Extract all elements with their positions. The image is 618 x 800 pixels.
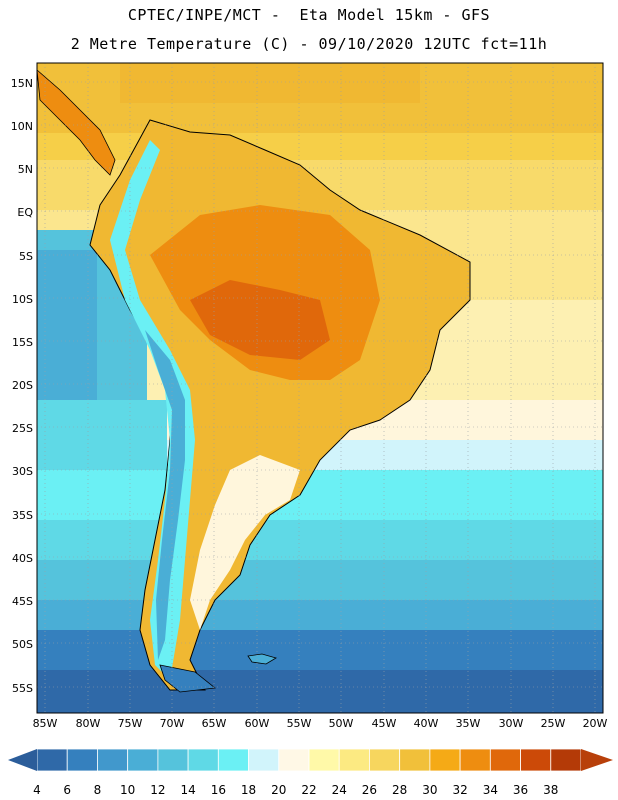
colorbar-box (187, 748, 219, 772)
colorbar-box (489, 748, 521, 772)
lat-label-15s: 15S (12, 336, 33, 349)
colorbar-tick-label: 26 (362, 783, 377, 797)
lon-label-75w: 75W (118, 717, 143, 730)
lon-label-65w: 65W (202, 717, 227, 730)
colorbar-box (36, 748, 68, 772)
colorbar-tick-label: 32 (452, 783, 467, 797)
colorbar-box (157, 748, 189, 772)
central-america-land (37, 69, 116, 176)
lon-label-60w: 60W (245, 717, 270, 730)
colorbar-tick-label: 10 (120, 783, 135, 797)
colorbar-high-arrow (581, 749, 613, 771)
colorbar-tick-label: 8 (94, 783, 102, 797)
colorbar-box (66, 748, 98, 772)
lon-label-35w: 35W (456, 717, 481, 730)
colorbar-tick-label: 18 (241, 783, 256, 797)
colorbar-tick-label: 38 (543, 783, 558, 797)
lon-label-30w: 30W (499, 717, 524, 730)
hottest-core (190, 280, 330, 360)
lat-label-5n: 5N (18, 163, 33, 176)
colorbar-tick-label: 12 (150, 783, 165, 797)
graticule (37, 63, 603, 713)
colorbar-box (127, 748, 159, 772)
lon-label-25w: 25W (541, 717, 566, 730)
map-title-line2: 2 Metre Temperature (C) - 09/10/2020 12U… (70, 35, 548, 53)
lat-label-5s: 5S (19, 250, 33, 263)
falkland-islands (247, 653, 277, 665)
colorbar-tick-label: 22 (301, 783, 316, 797)
colorbar-box (248, 748, 280, 772)
colorbar-tick-label: 16 (211, 783, 226, 797)
colorbar-box (429, 748, 461, 772)
lon-label-45w: 45W (372, 717, 397, 730)
map-title-line1: CPTEC/INPE/MCT - Eta Model 15km - GFS (127, 6, 491, 24)
colorbar-box (459, 748, 491, 772)
colorbar-tick-label: 6 (63, 783, 71, 797)
lon-label-50w: 50W (329, 717, 354, 730)
lon-label-70w: 70W (160, 717, 185, 730)
colorbar-box (520, 748, 552, 772)
lat-label-10s: 10S (12, 293, 33, 306)
lat-label-55s: 55S (12, 682, 33, 695)
lat-label-35s: 35S (12, 509, 33, 522)
lat-label-40s: 40S (12, 552, 33, 565)
temperature-colorbar: 4 6 8 10 12 14 16 18 20 22 24 26 28 30 32 34 36 38 (8, 748, 613, 797)
colorbar-box (308, 748, 340, 772)
colorbar-tick-label: 20 (271, 783, 286, 797)
colorbar-boxes (36, 748, 582, 772)
lat-label-30s: 30S (12, 465, 33, 478)
colorbar-tick-label: 34 (483, 783, 498, 797)
latitude-labels: 15N 10N 5N EQ 5S 10S 15S 20S 25S 30S 35S… (11, 77, 34, 695)
lon-label-80w: 80W (76, 717, 101, 730)
lon-label-55w: 55W (287, 717, 312, 730)
colorbar-box (278, 748, 310, 772)
lat-label-50s: 50S (12, 638, 33, 651)
colorbar-box (217, 748, 249, 772)
lat-label-eq: EQ (17, 206, 33, 219)
tierra-del-fuego (159, 664, 217, 693)
lat-label-45s: 45S (12, 595, 33, 608)
temperature-map: 15N 10N 5N EQ 5S 10S 15S 20S 25S 30S 35S… (11, 62, 608, 730)
lat-label-20s: 20S (12, 379, 33, 392)
colorbar-tick-label: 14 (180, 783, 195, 797)
colorbar-tick-label: 4 (33, 783, 41, 797)
colorbar-tick-label: 28 (392, 783, 407, 797)
lon-label-20w: 20W (583, 717, 608, 730)
lat-label-10n: 10N (11, 120, 33, 133)
lat-label-25s: 25S (12, 422, 33, 435)
lat-label-15n: 15N (11, 77, 33, 90)
lon-label-85w: 85W (33, 717, 58, 730)
lon-label-40w: 40W (414, 717, 439, 730)
colorbar-tick-label: 30 (422, 783, 437, 797)
colorbar-box (550, 748, 582, 772)
colorbar-box (399, 748, 431, 772)
map-frame (36, 62, 604, 714)
colorbar-tick-label: 36 (513, 783, 528, 797)
colorbar-tick-labels: 4 6 8 10 12 14 16 18 20 22 24 26 28 30 32 34 36 38 (33, 783, 558, 797)
andes-coldest (145, 330, 185, 660)
colorbar-box (338, 748, 370, 772)
colorbar-low-arrow (8, 749, 37, 771)
colorbar-box (369, 748, 401, 772)
longitude-labels: 85W 80W 75W 70W 65W 60W 55W 50W 45W 40W … (33, 717, 608, 730)
southern-cone-cool (190, 455, 300, 630)
colorbar-box (97, 748, 129, 772)
temperature-field (37, 63, 603, 713)
colorbar-tick-label: 24 (332, 783, 347, 797)
